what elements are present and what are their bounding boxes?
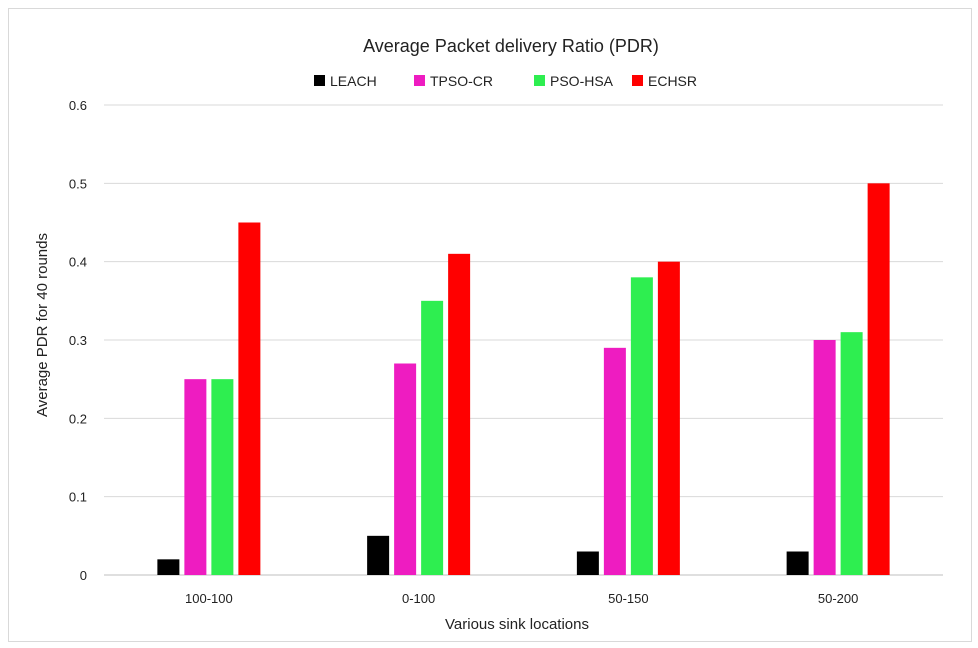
bar-echsr-50-200 [867,183,890,576]
bar-echsr-100-100 [238,222,261,575]
y-tick-label: 0.3 [69,333,87,348]
bar-pso-hsa-100-100 [211,379,234,575]
bar-echsr-50-150 [657,261,680,575]
bar-leach-50-150 [576,551,599,575]
bar-leach-50-200 [786,551,809,575]
y-tick-label: 0.2 [69,411,87,426]
chart-frame: Average Packet delivery Ratio (PDR) LEAC… [8,8,972,642]
y-tick-label: 0.5 [69,176,87,191]
y-axis-label: Average PDR for 40 rounds [34,233,51,417]
bar-pso-hsa-50-200 [840,332,863,575]
bar-tpso-cr-0-100 [394,363,417,575]
y-tick-label: 0.1 [69,490,87,505]
bar-tpso-cr-100-100 [184,379,207,575]
x-tick-label: 0-100 [402,591,435,606]
bar-pso-hsa-0-100 [421,300,444,575]
x-tick-label: 100-100 [185,591,233,606]
y-tick-label: 0.4 [69,255,87,270]
legend-swatch-leach [314,75,325,86]
legend-swatch-echsr [632,75,643,86]
bar-leach-100-100 [157,559,180,575]
y-tick-label: 0 [80,568,87,583]
legend-swatch-tpso-cr [414,75,425,86]
y-tick-label: 0.6 [69,98,87,113]
chart-title: Average Packet delivery Ratio (PDR) [363,36,659,56]
y-axis-ticks: 0 0.1 0.2 0.3 0.4 0.5 0.6 [69,98,87,583]
bar-tpso-cr-50-150 [603,347,626,575]
legend-label-pso-hsa: PSO-HSA [550,73,614,89]
bar-chart: Average Packet delivery Ratio (PDR) LEAC… [34,36,943,633]
legend-label-echsr: ECHSR [648,73,697,89]
bar-leach-0-100 [367,535,390,575]
x-axis-ticks: 100-100 0-100 50-150 50-200 [185,591,858,606]
legend-label-tpso-cr: TPSO-CR [430,73,493,89]
x-tick-label: 50-150 [608,591,648,606]
x-tick-label: 50-200 [818,591,858,606]
bar-tpso-cr-50-200 [813,340,836,575]
x-axis-label: Various sink locations [445,616,589,633]
bar-echsr-0-100 [448,253,471,576]
legend-swatch-pso-hsa [534,75,545,86]
legend: LEACH TPSO-CR PSO-HSA ECHSR [314,73,697,89]
bar-pso-hsa-50-150 [630,277,653,575]
legend-label-leach: LEACH [330,73,377,89]
bars [157,183,890,576]
